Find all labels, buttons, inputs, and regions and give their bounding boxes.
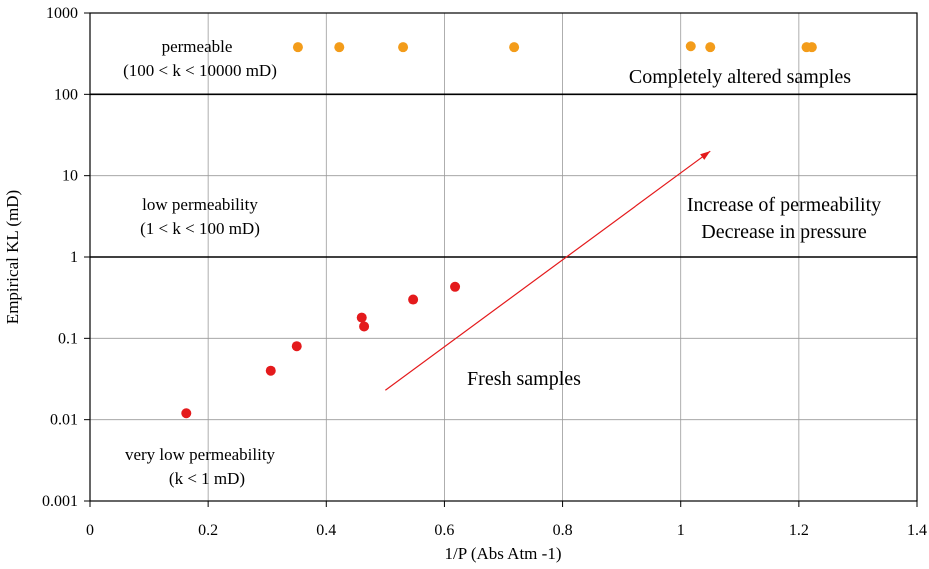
fresh-sample-point	[408, 294, 419, 305]
x-tick-label: 1.2	[789, 522, 809, 539]
x-axis-ticks: 0 0.2 0.4 0.6 0.8 1 1.2 1.4	[86, 501, 927, 539]
trend-arrow	[385, 150, 711, 391]
y-tick-label: 1000	[46, 5, 78, 22]
x-tick-label: 1.4	[907, 522, 927, 539]
very-low-permeability-label: very low permeability	[125, 445, 276, 464]
permeability-boundaries	[90, 93, 917, 258]
altered-sample-point	[685, 41, 696, 52]
permeable-label: permeable	[162, 37, 233, 56]
fresh-sample-point	[356, 312, 367, 323]
altered-sample-point	[806, 42, 817, 53]
data-points	[181, 41, 817, 419]
x-tick-label: 0.8	[553, 522, 573, 539]
very-low-permeability-range-label: (k < 1 mD)	[169, 469, 245, 488]
altered-samples-label: Completely altered samples	[629, 66, 851, 88]
altered-sample-point	[334, 42, 345, 53]
x-tick-label: 0	[86, 522, 94, 539]
y-tick-label: 0.001	[42, 493, 78, 510]
increase-permeability-label: Increase of permeability	[687, 194, 881, 216]
fresh-sample-point	[291, 341, 302, 352]
low-permeability-label: low permeability	[142, 195, 258, 214]
y-tick-label: 10	[62, 168, 78, 185]
y-tick-label: 100	[54, 86, 78, 103]
x-tick-label: 0.4	[316, 522, 336, 539]
fresh-sample-point	[359, 321, 370, 332]
low-permeability-range-label: (1 < k < 100 mD)	[140, 219, 260, 238]
y-tick-label: 1	[70, 249, 78, 266]
y-tick-label: 0.1	[58, 330, 78, 347]
x-tick-label: 0.2	[198, 522, 218, 539]
y-tick-label: 0.01	[50, 412, 78, 429]
fresh-samples-label: Fresh samples	[467, 368, 581, 390]
y-axis-ticks: 0.001 0.01 0.1 1 10 100 1000	[42, 5, 90, 510]
x-axis-label: 1/P (Abs Atm -1)	[445, 544, 562, 563]
decrease-pressure-label: Decrease in pressure	[701, 221, 867, 243]
altered-sample-point	[705, 42, 716, 53]
arrow-head	[700, 151, 711, 160]
fresh-sample-point	[265, 365, 276, 376]
x-tick-label: 0.6	[434, 522, 454, 539]
fresh-sample-point	[450, 281, 461, 292]
permeable-range-label: (100 < k < 10000 mD)	[123, 61, 277, 80]
x-tick-label: 1	[677, 522, 685, 539]
altered-sample-point	[398, 42, 409, 53]
arrow-shaft	[385, 150, 711, 391]
fresh-sample-point	[181, 408, 192, 419]
altered-sample-point	[292, 42, 303, 53]
altered-sample-point	[509, 42, 520, 53]
y-axis-label: Empirical KL (mD)	[3, 190, 22, 324]
